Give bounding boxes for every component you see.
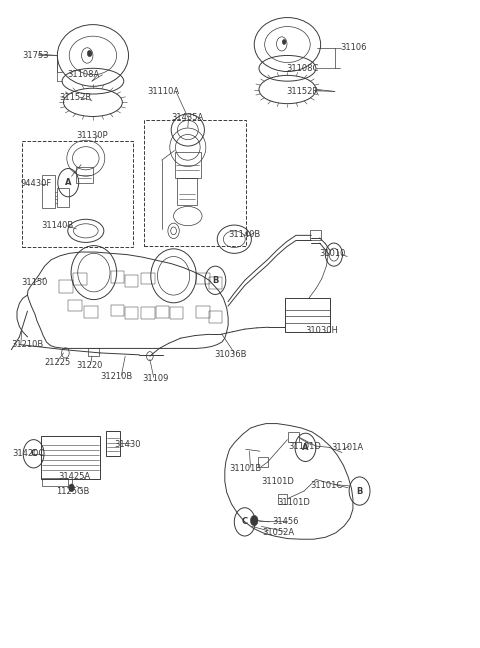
Text: 31140B: 31140B <box>228 229 260 238</box>
Text: B: B <box>212 276 218 285</box>
Text: 31101D: 31101D <box>261 477 294 486</box>
Text: 31108A: 31108A <box>67 70 99 79</box>
Text: 31150: 31150 <box>21 278 47 287</box>
Text: A: A <box>65 178 72 187</box>
Text: 31210B: 31210B <box>12 340 44 349</box>
Text: 31106: 31106 <box>341 43 367 52</box>
Text: 31220: 31220 <box>76 361 103 370</box>
Circle shape <box>69 484 74 492</box>
Text: 31108C: 31108C <box>287 64 319 73</box>
Text: 31101D: 31101D <box>277 498 310 507</box>
Text: 31010: 31010 <box>320 249 346 258</box>
Text: 31101C: 31101C <box>310 481 342 491</box>
Text: 31420C: 31420C <box>12 449 45 458</box>
Text: 31052A: 31052A <box>263 528 295 537</box>
Text: 31210B: 31210B <box>100 372 132 381</box>
Text: 31101D: 31101D <box>288 441 321 450</box>
Text: 31152R: 31152R <box>60 93 92 102</box>
Text: C: C <box>242 517 248 526</box>
Text: 31430: 31430 <box>114 440 141 449</box>
Text: 31435A: 31435A <box>171 113 204 122</box>
Text: A: A <box>302 443 309 452</box>
Circle shape <box>251 515 258 526</box>
Text: 31140B: 31140B <box>42 221 74 230</box>
Text: B: B <box>356 487 363 496</box>
Text: 31110A: 31110A <box>147 87 180 96</box>
Circle shape <box>87 51 92 57</box>
Text: 31030H: 31030H <box>305 326 338 335</box>
FancyBboxPatch shape <box>22 141 133 247</box>
Text: 21225: 21225 <box>45 358 71 367</box>
Text: 1125GB: 1125GB <box>56 487 89 496</box>
FancyBboxPatch shape <box>144 121 246 246</box>
Text: 31425A: 31425A <box>59 472 91 481</box>
Text: 31036B: 31036B <box>214 351 246 360</box>
Text: 31130P: 31130P <box>76 132 108 140</box>
Text: C: C <box>31 449 36 458</box>
Text: 31109: 31109 <box>143 374 169 383</box>
Circle shape <box>282 40 286 45</box>
Text: 31101B: 31101B <box>229 464 262 473</box>
Text: 94430F: 94430F <box>21 179 52 189</box>
Text: 31456: 31456 <box>272 517 299 526</box>
Text: 31753: 31753 <box>23 51 49 60</box>
Text: 31152R: 31152R <box>287 87 319 96</box>
Text: 31101A: 31101A <box>331 443 363 452</box>
